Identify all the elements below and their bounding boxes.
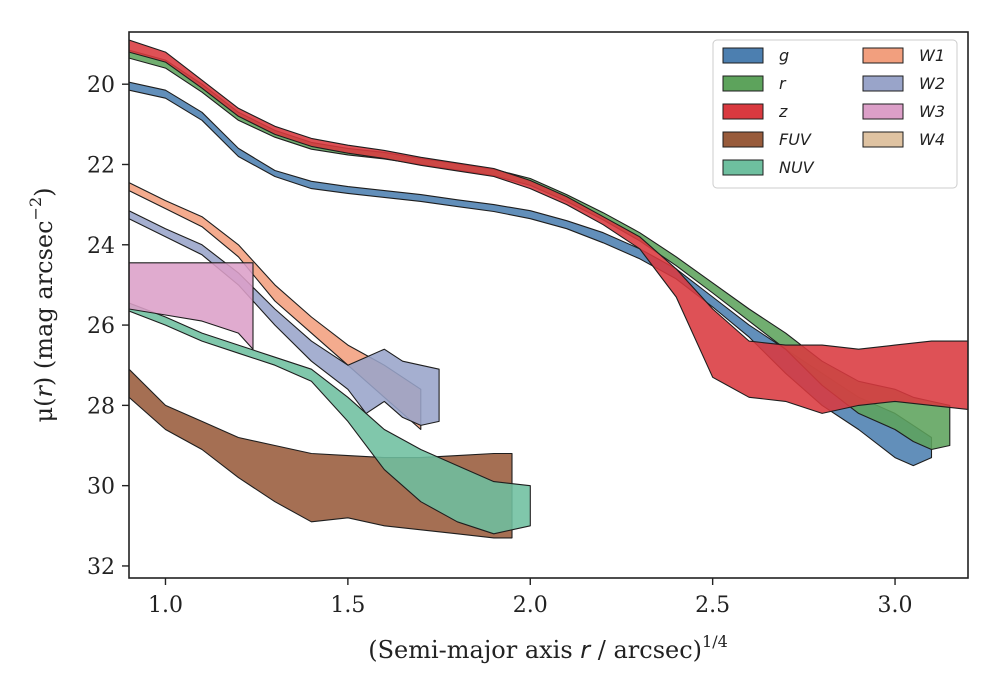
- legend-swatch-g: [722, 47, 764, 64]
- y-tick-label: 32: [87, 555, 115, 580]
- series-band-g: [129, 81, 933, 467]
- legend-label-r: r: [779, 74, 787, 93]
- series-layer: [129, 39, 968, 539]
- legend-label-w3: W3: [919, 102, 945, 121]
- legend-swatch-w2: [862, 75, 904, 92]
- x-tick-label: 1.5: [330, 593, 365, 618]
- legend-label-fuv: FUV: [779, 130, 812, 149]
- plot-frame: [128, 31, 969, 579]
- y-axis-title: μ(r) (mag arcsec−2): [26, 187, 58, 422]
- y-tick-label: 26: [87, 314, 115, 339]
- legend-swatch-fuv: [722, 131, 764, 148]
- y-tick-label: 22: [87, 153, 115, 178]
- legend-swatch-nuv: [722, 159, 764, 176]
- y-tick-label: 30: [87, 475, 115, 500]
- x-tick-label: 2.0: [513, 593, 548, 618]
- x-tick-label: 2.5: [695, 593, 730, 618]
- legend-label-w4: W4: [919, 130, 945, 149]
- legend-swatch-r: [722, 75, 764, 92]
- legend-swatch-w3: [862, 103, 904, 120]
- legend: grz FUV NUV W1 W2 W3 W4: [712, 39, 958, 189]
- legend-label-z: z: [778, 102, 788, 121]
- legend-swatch-w4: [862, 131, 904, 148]
- series-band-w3: [129, 262, 254, 350]
- legend-swatch-z: [722, 103, 764, 120]
- y-tick-label: 24: [87, 234, 115, 259]
- legend-label-nuv: NUV: [779, 158, 815, 177]
- x-tick-label: 3.0: [878, 593, 913, 618]
- series-band-nuv: [129, 302, 531, 535]
- y-tick-label: 20: [87, 73, 115, 98]
- legend-label-w2: W2: [919, 74, 945, 93]
- x-tick-label: 1.0: [148, 593, 183, 618]
- ticks-layer: 1.0 1.5 2.0 2.5 3.0 20 22 24 26 28 30 32: [87, 73, 913, 618]
- series-band-z: [129, 39, 968, 414]
- legend-label-g: g: [779, 46, 789, 65]
- y-tick-label: 28: [87, 394, 115, 419]
- x-axis-title: (Semi-major axis r / arcsec)1/4: [368, 632, 728, 664]
- legend-label-w1: W1: [919, 46, 945, 65]
- legend-swatch-w1: [862, 47, 904, 64]
- series-band-w1: [129, 182, 422, 431]
